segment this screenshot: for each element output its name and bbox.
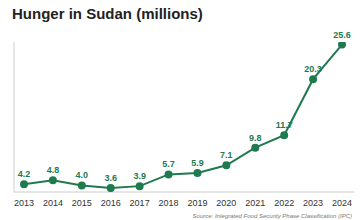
svg-text:2016: 2016 — [101, 198, 121, 208]
svg-text:3.6: 3.6 — [104, 173, 117, 183]
svg-text:11.7: 11.7 — [276, 120, 293, 130]
svg-text:2019: 2019 — [187, 198, 207, 208]
svg-text:4.8: 4.8 — [47, 165, 60, 175]
svg-text:2022: 2022 — [274, 198, 294, 208]
svg-text:4.2: 4.2 — [18, 169, 31, 179]
svg-text:2015: 2015 — [72, 198, 92, 208]
svg-text:7.1: 7.1 — [220, 150, 233, 160]
svg-text:2023: 2023 — [303, 198, 323, 208]
svg-text:2014: 2014 — [43, 198, 63, 208]
svg-text:2021: 2021 — [245, 198, 265, 208]
svg-text:25.6: 25.6 — [333, 30, 351, 40]
svg-text:2017: 2017 — [130, 198, 150, 208]
svg-text:9.8: 9.8 — [249, 133, 262, 143]
svg-text:2013: 2013 — [14, 198, 34, 208]
html-text:Source: Integrated Food Securi: Source: Integrated Food Security Phase C… — [192, 213, 352, 219]
svg-text:5.7: 5.7 — [162, 159, 175, 169]
svg-text:20.3: 20.3 — [304, 64, 322, 74]
svg-text:2020: 2020 — [216, 198, 236, 208]
svg-text:2018: 2018 — [159, 198, 179, 208]
html-text:Hunger in Sudan (millions): Hunger in Sudan (millions) — [12, 5, 203, 22]
svg-text:5.9: 5.9 — [191, 158, 204, 168]
svg-text:2024: 2024 — [332, 198, 352, 208]
svg-text:3.9: 3.9 — [133, 171, 146, 181]
svg-text:4.0: 4.0 — [76, 170, 89, 180]
